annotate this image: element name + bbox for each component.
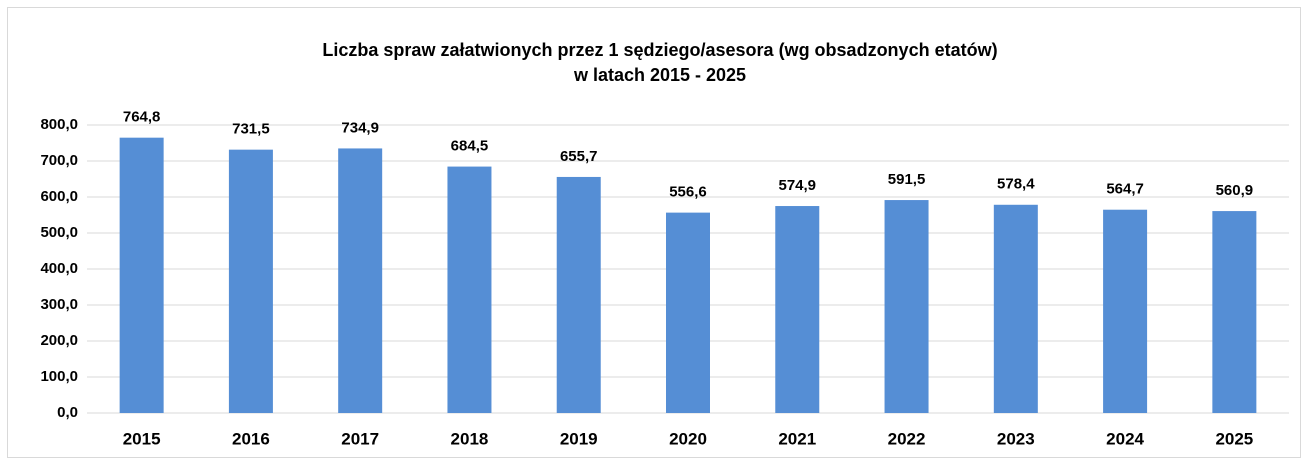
y-tick-label: 700,0 [40, 152, 78, 169]
data-label: 731,5 [232, 121, 270, 138]
x-tick-label: 2019 [560, 429, 598, 448]
chart-title: w latach 2015 - 2025 [573, 65, 746, 85]
x-tick-label: 2021 [778, 429, 816, 448]
y-tick-label: 300,0 [40, 296, 78, 313]
data-label: 764,8 [123, 109, 161, 126]
y-tick-label: 800,0 [40, 116, 78, 133]
y-tick-label: 100,0 [40, 368, 78, 385]
bar [993, 204, 1038, 413]
data-label: 684,5 [451, 138, 489, 155]
bar [447, 166, 492, 413]
y-tick-label: 600,0 [40, 188, 78, 205]
data-label: 591,5 [888, 171, 926, 188]
x-tick-label: 2022 [888, 429, 926, 448]
x-tick-label: 2020 [669, 429, 707, 448]
bar [228, 149, 273, 413]
y-tick-label: 500,0 [40, 224, 78, 241]
data-label: 556,6 [669, 184, 707, 201]
bar [775, 206, 820, 413]
x-tick-label: 2023 [997, 429, 1035, 448]
bar [666, 212, 710, 413]
bar [119, 137, 164, 413]
bar [884, 200, 929, 413]
data-label: 564,7 [1106, 181, 1144, 198]
bar [1103, 209, 1148, 413]
data-label: 734,9 [341, 119, 379, 136]
y-tick-label: 400,0 [40, 260, 78, 277]
bar [338, 148, 383, 413]
data-label: 655,7 [560, 148, 598, 165]
y-tick-label: 0,0 [57, 404, 78, 421]
data-label: 560,9 [1216, 182, 1254, 199]
bar [1212, 211, 1257, 413]
x-tick-label: 2017 [341, 429, 379, 448]
x-tick-label: 2024 [1106, 429, 1144, 448]
y-tick-label: 200,0 [40, 332, 78, 349]
x-tick-label: 2016 [232, 429, 270, 448]
data-label: 578,4 [997, 176, 1035, 193]
x-tick-label: 2025 [1215, 429, 1253, 448]
bar [556, 176, 601, 413]
x-tick-label: 2015 [123, 429, 161, 448]
x-tick-label: 2018 [451, 429, 489, 448]
chart-title: Liczba spraw załatwionych przez 1 sędzie… [322, 40, 997, 60]
data-label: 574,9 [778, 177, 816, 194]
